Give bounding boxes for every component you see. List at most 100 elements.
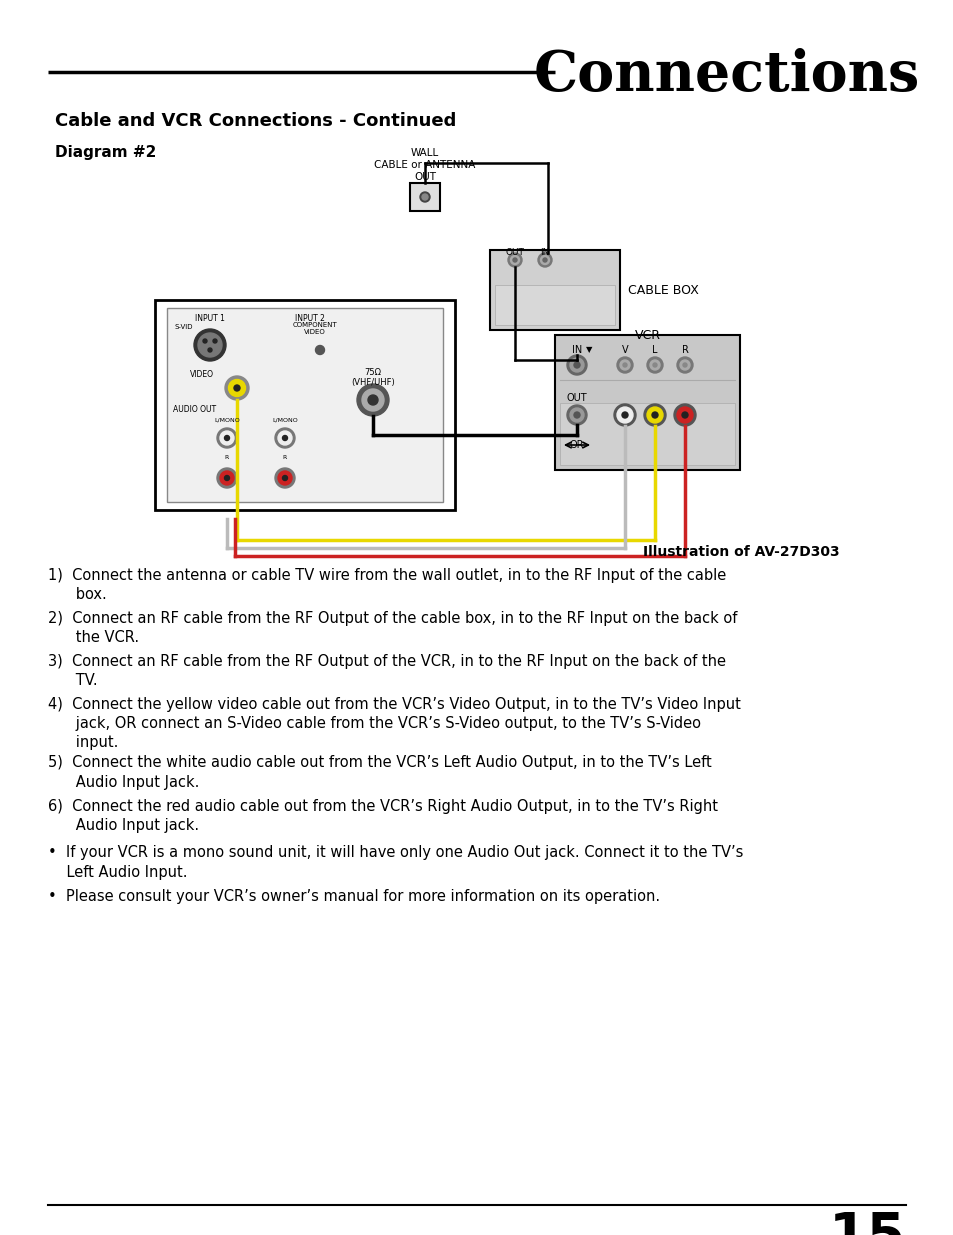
Text: COMPONENT
VIDEO: COMPONENT VIDEO [293, 322, 337, 335]
Circle shape [274, 468, 294, 488]
Text: AUDIO OUT: AUDIO OUT [172, 405, 216, 414]
Circle shape [619, 359, 629, 370]
Circle shape [216, 429, 236, 448]
Text: IN: IN [539, 248, 549, 257]
Text: Illustration of AV-27D303: Illustration of AV-27D303 [642, 545, 840, 559]
Circle shape [617, 357, 633, 373]
Text: Connections: Connections [533, 48, 919, 103]
Circle shape [574, 412, 579, 417]
Circle shape [419, 191, 430, 203]
Circle shape [649, 359, 659, 370]
Text: 15: 15 [828, 1210, 905, 1235]
Text: Cable and VCR Connections - Continued: Cable and VCR Connections - Continued [55, 112, 456, 130]
Text: 75Ω
(VHF/UHF): 75Ω (VHF/UHF) [351, 368, 395, 388]
Circle shape [574, 362, 579, 368]
Circle shape [229, 379, 245, 396]
Text: L: L [652, 345, 657, 354]
Text: CABLE or ANTENNA: CABLE or ANTENNA [374, 161, 476, 170]
Circle shape [537, 253, 552, 267]
Circle shape [220, 471, 233, 485]
Text: Diagram #2: Diagram #2 [55, 144, 156, 161]
Bar [559, 403, 734, 466]
Circle shape [540, 256, 549, 264]
Circle shape [361, 389, 384, 411]
Circle shape [621, 412, 627, 417]
Text: IN: IN [571, 345, 581, 354]
Text: OUT: OUT [414, 172, 436, 182]
Text: ▼: ▼ [585, 345, 592, 354]
Circle shape [356, 384, 389, 416]
Circle shape [213, 338, 216, 343]
Text: 2)  Connect an RF cable from the RF Output of the cable box, in to the RF Input : 2) Connect an RF cable from the RF Outpu… [48, 611, 737, 645]
Circle shape [673, 404, 696, 426]
Circle shape [677, 357, 692, 373]
Circle shape [542, 258, 546, 262]
Circle shape [652, 363, 657, 367]
Text: CABLE BOX: CABLE BOX [627, 284, 699, 296]
Text: WALL: WALL [411, 148, 438, 158]
Circle shape [282, 475, 287, 480]
Text: VCR: VCR [634, 329, 659, 342]
Text: •  If your VCR is a mono sound unit, it will have only one Audio Out jack. Conne: • If your VCR is a mono sound unit, it w… [48, 846, 742, 879]
Text: 6)  Connect the red audio cable out from the VCR’s Right Audio Output, in to the: 6) Connect the red audio cable out from … [48, 799, 718, 832]
Text: •  Please consult your VCR’s owner’s manual for more information on its operatio: • Please consult your VCR’s owner’s manu… [48, 888, 659, 904]
Circle shape [566, 405, 586, 425]
Circle shape [507, 253, 521, 267]
Text: L/MONO: L/MONO [272, 417, 297, 422]
Circle shape [513, 258, 517, 262]
Circle shape [368, 395, 377, 405]
Circle shape [208, 348, 212, 352]
Circle shape [681, 412, 687, 417]
Text: R: R [225, 454, 229, 459]
Circle shape [510, 256, 519, 264]
Text: 3)  Connect an RF cable from the RF Output of the VCR, in to the RF Input on the: 3) Connect an RF cable from the RF Outpu… [48, 655, 725, 688]
Text: S-VID: S-VID [174, 324, 193, 330]
Circle shape [193, 329, 226, 361]
Circle shape [216, 468, 236, 488]
Text: OUT: OUT [505, 248, 524, 257]
Bar [495, 285, 615, 325]
Text: 4)  Connect the yellow video cable out from the VCR’s Video Output, in to the TV: 4) Connect the yellow video cable out fr… [48, 697, 740, 751]
Bar [167, 308, 442, 501]
Circle shape [677, 408, 692, 424]
Circle shape [569, 408, 583, 422]
Circle shape [622, 363, 626, 367]
Circle shape [198, 333, 222, 357]
Text: R: R [680, 345, 688, 354]
Bar [410, 183, 439, 211]
Text: OUT: OUT [566, 393, 587, 403]
Text: 1)  Connect the antenna or cable TV wire from the wall outlet, in to the RF Inpu: 1) Connect the antenna or cable TV wire … [48, 568, 725, 603]
Circle shape [282, 436, 287, 441]
Circle shape [646, 357, 662, 373]
Circle shape [614, 404, 636, 426]
Circle shape [224, 436, 230, 441]
Circle shape [233, 385, 240, 391]
Circle shape [679, 359, 689, 370]
Circle shape [646, 408, 662, 424]
Text: INPUT 1: INPUT 1 [194, 314, 225, 324]
Circle shape [274, 429, 294, 448]
Circle shape [566, 354, 586, 375]
Circle shape [617, 408, 633, 424]
Circle shape [315, 346, 324, 354]
Circle shape [277, 471, 292, 485]
Bar [555, 335, 740, 471]
Circle shape [682, 363, 686, 367]
Text: 5)  Connect the white audio cable out from the VCR’s Left Audio Output, in to th: 5) Connect the white audio cable out fro… [48, 756, 711, 789]
Bar [490, 249, 619, 330]
Text: VIDEO: VIDEO [190, 370, 213, 379]
Text: R: R [283, 454, 287, 459]
Circle shape [220, 431, 233, 445]
Circle shape [651, 412, 658, 417]
Circle shape [225, 375, 249, 400]
Text: OR: OR [569, 440, 583, 450]
Text: V: V [621, 345, 628, 354]
Circle shape [224, 475, 230, 480]
Circle shape [203, 338, 207, 343]
Circle shape [421, 194, 428, 200]
Text: INPUT 2: INPUT 2 [294, 314, 325, 324]
Text: L/MONO: L/MONO [213, 417, 239, 422]
Bar [154, 300, 455, 510]
Circle shape [569, 358, 583, 372]
Circle shape [643, 404, 665, 426]
